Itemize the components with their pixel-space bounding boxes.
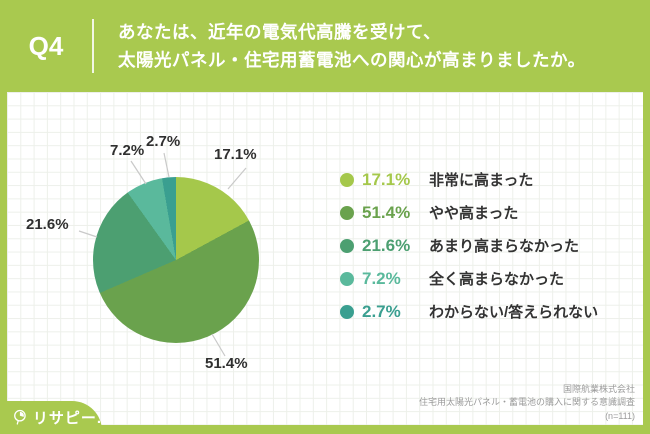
legend-percent: 2.7% [362, 301, 401, 321]
pie-label-slice4: 7.2% [110, 142, 145, 159]
source-survey-name: 住宅用太陽光パネル・蓄電池の購入に関する意識調査 [418, 397, 635, 407]
legend-swatch-icon [340, 205, 354, 220]
pie-label-slice5: 2.7% [146, 133, 181, 150]
legend-item: 7.2% 全く高まらなかった [340, 268, 598, 289]
legend-swatch-icon [340, 238, 354, 253]
legend-label: やや高まった [429, 205, 519, 222]
question-header: Q4 あなたは、近年の電気代高騰を受けて、 太陽光パネル・住宅用蓄電池への関心が… [0, 0, 650, 92]
question-title-line1: あなたは、近年の電気代高騰を受けて、 [118, 22, 442, 42]
legend-label: わからない/答えられない [429, 304, 599, 321]
logo-tab: リサピー. [0, 401, 102, 434]
source-company: 国際航業株式会社 [562, 383, 635, 394]
legend-item: 51.4% やや高まった [340, 202, 598, 223]
magnifier-pie-icon [14, 409, 26, 425]
legend: 17.1% 非常に高まった 51.4% やや高まった 21.6% あまり高まらな… [340, 169, 598, 322]
legend-label: 非常に高まった [429, 172, 534, 189]
chart-panel [7, 92, 643, 425]
pie-label-slice1: 17.1% [214, 146, 257, 163]
legend-percent: 21.6% [362, 235, 411, 255]
legend-item: 17.1% 非常に高まった [340, 169, 598, 190]
pie-label-slice2: 51.4% [205, 355, 248, 372]
legend-swatch-icon [340, 271, 354, 286]
legend-label: あまり高まらなかった [429, 238, 580, 255]
legend-swatch-icon [340, 304, 354, 319]
source-attribution: 国際航業株式会社 住宅用太陽光パネル・蓄電池の購入に関する意識調査 (n=111… [419, 383, 635, 424]
legend-label: 全く高まらなかった [429, 271, 565, 288]
legend-percent: 51.4% [362, 202, 411, 222]
logo-text: リサピー. [32, 410, 102, 427]
question-number: Q4 [28, 30, 64, 61]
footer-bar [0, 425, 650, 434]
header-divider [92, 19, 94, 73]
source-sample-size: (n=111) [605, 410, 635, 421]
legend-percent: 17.1% [362, 169, 411, 189]
pie-label-slice3: 21.6% [26, 216, 69, 233]
legend-percent: 7.2% [362, 268, 401, 288]
question-title-line2: 太陽光パネル・住宅用蓄電池への関心が高まりましたか。 [118, 50, 586, 70]
legend-item: 2.7% わからない/答えられない [340, 301, 598, 322]
pie-chart [93, 177, 259, 343]
legend-item: 21.6% あまり高まらなかった [340, 235, 598, 256]
question-title: あなたは、近年の電気代高騰を受けて、 太陽光パネル・住宅用蓄電池への関心が高まり… [118, 18, 586, 74]
legend-swatch-icon [340, 172, 354, 187]
